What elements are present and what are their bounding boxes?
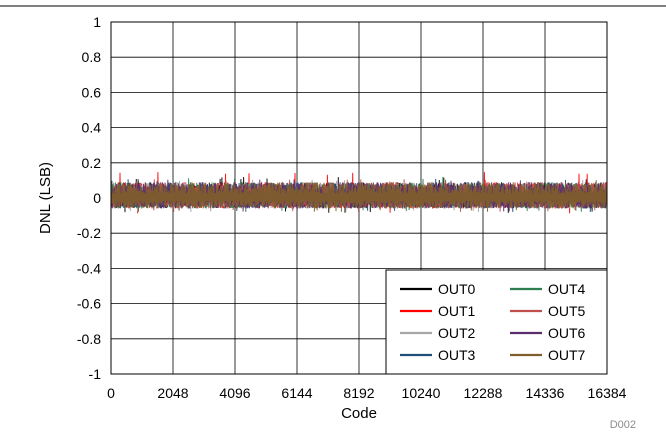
y-tick-label: -0.8 (77, 331, 101, 347)
legend-label-out0: OUT0 (438, 281, 476, 297)
y-tick-label: -0.4 (77, 260, 101, 276)
plot-frame (110, 21, 608, 375)
y-axis-title: DNL (LSB) (37, 162, 54, 234)
y-tick-label: 0.4 (82, 120, 102, 136)
x-tick-label: 14336 (526, 385, 565, 401)
legend-label-out5: OUT5 (548, 303, 586, 319)
legend-label-out4: OUT4 (548, 281, 586, 297)
y-tick-label: 0.2 (82, 155, 102, 171)
x-tick-label: 10240 (402, 385, 441, 401)
legend-label-out3: OUT3 (438, 347, 476, 363)
y-tick-label: 1 (93, 14, 101, 30)
legend-box (385, 269, 608, 375)
y-tick-label: 0.8 (82, 49, 102, 65)
x-tick-label: 0 (107, 385, 115, 401)
y-tick-label: -1 (89, 366, 102, 382)
legend: OUT0 OUT1 OUT2 OUT3 OUT4 OUT5 OUT6 OUT7 (385, 269, 608, 375)
x-tick-label: 16384 (588, 385, 627, 401)
x-tick-label: 8192 (343, 385, 374, 401)
figure-id-footnote: D002 (610, 419, 636, 431)
x-tick-label: 4096 (219, 385, 250, 401)
y-tick-label: 0 (93, 190, 101, 206)
legend-label-out2: OUT2 (438, 325, 476, 341)
legend-label-out7: OUT7 (548, 347, 586, 363)
series-line-out7 (110, 179, 608, 212)
x-tick-label: 2048 (157, 385, 188, 401)
y-tick-label: 0.6 (82, 84, 102, 100)
x-tick-label: 12288 (464, 385, 503, 401)
series-layer (110, 172, 608, 214)
tick-label-layer: 0 2048 4096 6144 8192 10240 12288 14336 16384 1 0.… (77, 14, 627, 401)
legend-label-out6: OUT6 (548, 325, 586, 341)
y-tick-label: -0.2 (77, 225, 101, 241)
x-tick-label: 6144 (281, 385, 312, 401)
y-tick-label: -0.6 (77, 296, 101, 312)
x-axis-title: Code (341, 405, 377, 422)
legend-label-out1: OUT1 (438, 303, 476, 319)
